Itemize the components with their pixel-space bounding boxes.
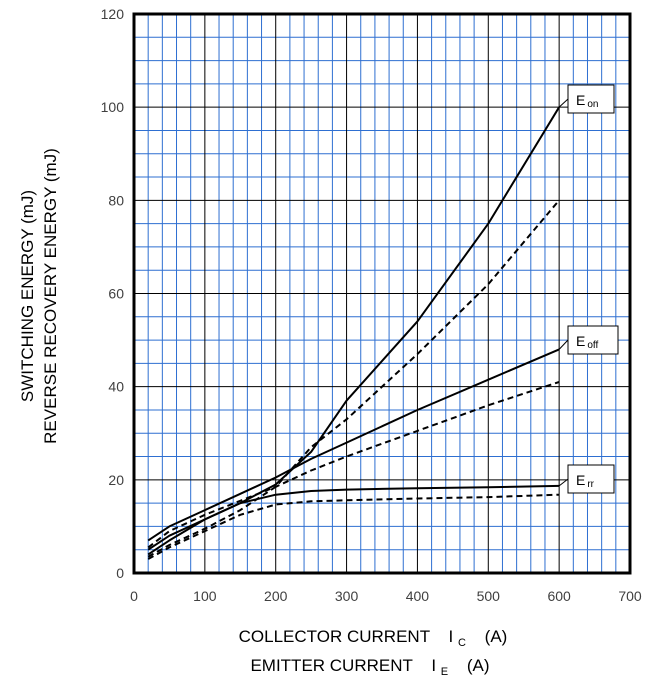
- x-axis-title-line1-unit: (A): [485, 627, 508, 646]
- legend-subscript: rr: [587, 479, 594, 490]
- legend-box-on: [567, 84, 615, 114]
- x-axis-title-line2-unit: (A): [467, 656, 490, 675]
- y-axis-title-line1: SWITCHING ENERGY (mJ): [18, 190, 37, 402]
- x-axis-title-line1-text: COLLECTOR CURRENT: [239, 627, 430, 646]
- tick-labels: 0 20 40 60 80 100 120 0 100 200 300 400 500 600 700: [101, 6, 642, 604]
- legend-subscript: off: [587, 340, 598, 351]
- x-tick-label: 100: [193, 588, 217, 604]
- y-tick-label: 40: [108, 379, 124, 395]
- legend-symbol: E: [576, 333, 585, 349]
- x-axis-title-line1-sub: C: [458, 637, 466, 649]
- series-lines: [147, 106, 560, 560]
- series-line-rr-solid: [147, 484, 560, 556]
- y-tick-label: 0: [116, 565, 124, 581]
- legend-leader-off: [558, 339, 569, 350]
- x-tick-label: 300: [335, 588, 359, 604]
- legend-symbol: E: [576, 92, 585, 108]
- y-tick-label: 80: [108, 192, 124, 208]
- x-axis-title-line1-symbol: I: [449, 627, 454, 646]
- y-tick-label: 20: [108, 472, 124, 488]
- x-tick-label: 600: [547, 588, 571, 604]
- plot-border: [132, 12, 632, 575]
- plot-frame: [132, 12, 632, 575]
- legend-box-rr: [567, 464, 615, 494]
- x-axis-title-line2-text: EMITTER CURRENT: [250, 656, 412, 675]
- x-tick-label: 700: [618, 588, 642, 604]
- x-axis-title-line1: COLLECTOR CURRENT I C (A): [239, 627, 508, 650]
- series-line-on-dashed: [147, 199, 560, 558]
- series-line-on-solid: [147, 106, 560, 551]
- series-line-off-dashed: [147, 381, 560, 549]
- x-tick-label: 0: [130, 588, 138, 604]
- y-tick-label: 120: [101, 6, 125, 22]
- legend-symbol: E: [576, 472, 585, 488]
- y-axis-title-line2: REVERSE RECOVERY ENERGY (mJ): [41, 148, 60, 444]
- x-tick-label: 500: [477, 588, 501, 604]
- y-tick-label: 100: [101, 99, 125, 115]
- legend-subscript: on: [587, 99, 598, 110]
- x-axis-title-line2: EMITTER CURRENT I E (A): [250, 656, 489, 679]
- x-axis-title-line2-sub: E: [441, 666, 448, 678]
- y-tick-label: 60: [108, 286, 124, 302]
- series-line-off-solid: [147, 348, 560, 542]
- x-axis-title-line2-symbol: I: [431, 656, 436, 675]
- x-tick-label: 200: [264, 588, 288, 604]
- series-line-rr-dashed: [147, 493, 560, 560]
- legend-leader-on: [558, 98, 569, 108]
- x-tick-label: 400: [406, 588, 430, 604]
- legend-box-off: [567, 325, 619, 355]
- legend-leader-rr: [558, 478, 569, 487]
